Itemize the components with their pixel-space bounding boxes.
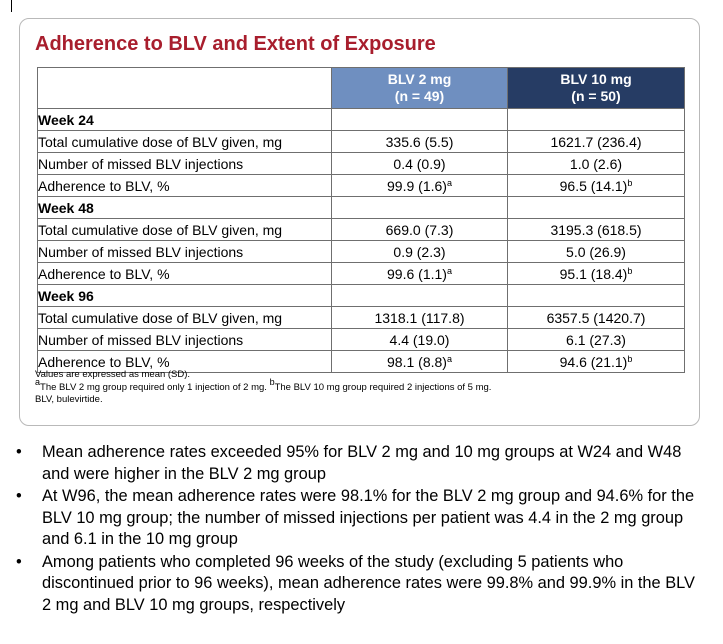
table-header-row: BLV 2 mg (n = 49) BLV 10 mg (n = 50) — [37, 67, 685, 109]
section-label: Week 24 — [37, 108, 332, 131]
section-row-week-48: Week 48 — [37, 196, 685, 219]
footnote-values-line: Values are expressed as mean (SD). — [35, 369, 191, 380]
footnote-marker-b: b — [627, 353, 633, 364]
value-blv-2mg: 4.4 (19.0) — [331, 328, 508, 351]
row-label: Adherence to BLV, % — [37, 350, 332, 373]
list-item: • Mean adherence rates exceeded 95% for B… — [16, 442, 706, 485]
table-row: Number of missed BLV injections 0.4 (0.9… — [37, 152, 685, 175]
value-blv-10mg: 1621.7 (236.4) — [507, 130, 685, 153]
section-label: Week 96 — [37, 284, 332, 307]
footnote-injections-line: aThe BLV 2 mg group required only 1 inje… — [35, 376, 492, 393]
footnote-abbreviation-line: BLV, bulevirtide. — [35, 394, 103, 405]
row-label: Total cumulative dose of BLV given, mg — [37, 306, 332, 329]
table-row: Adherence to BLV, % 99.6 (1.1)a 95.1 (18… — [37, 262, 685, 285]
footnote-marker-a: a — [446, 265, 452, 276]
list-item: • At W96, the mean adherence rates were 9… — [16, 486, 706, 551]
empty-cell — [331, 108, 508, 131]
table-row: Total cumulative dose of BLV given, mg 3… — [37, 130, 685, 153]
value-blv-10mg: 5.0 (26.9) — [507, 240, 685, 263]
column-header-line1: BLV 2 mg — [387, 71, 452, 87]
value-blv-10mg: 6357.5 (1420.7) — [507, 306, 685, 329]
section-row-week-24: Week 24 — [37, 108, 685, 131]
value-blv-10mg: 95.1 (18.4)b — [507, 262, 685, 285]
table-row: Number of missed BLV injections 4.4 (19.… — [37, 328, 685, 351]
column-header-blv-2mg: BLV 2 mg (n = 49) — [331, 67, 508, 109]
bullet-text: Among patients who completed 96 weeks of… — [42, 552, 695, 614]
value-blv-10mg: 96.5 (14.1)b — [507, 174, 685, 197]
section-label: Week 48 — [37, 196, 332, 219]
value-blv-2mg: 0.4 (0.9) — [331, 152, 508, 175]
value-blv-2mg: 99.9 (1.6)a — [331, 174, 508, 197]
value-blv-10mg: 6.1 (27.3) — [507, 328, 685, 351]
bullet-glyph: • — [16, 552, 22, 571]
table-row: Total cumulative dose of BLV given, mg 1… — [37, 306, 685, 329]
header-blank-cell — [37, 67, 332, 109]
summary-bullet-list: • Mean adherence rates exceeded 95% for B… — [16, 442, 706, 617]
table-row: Adherence to BLV, % 99.9 (1.6)a 96.5 (14… — [37, 174, 685, 197]
adherence-table: BLV 2 mg (n = 49) BLV 10 mg (n = 50) Wee… — [37, 67, 685, 373]
panel-title: Adherence to BLV and Extent of Exposure — [35, 33, 436, 55]
footnote-marker-a: a — [446, 353, 452, 364]
bullet-text: Mean adherence rates exceeded 95% for BL… — [42, 443, 682, 483]
row-label: Adherence to BLV, % — [37, 262, 332, 285]
row-label: Total cumulative dose of BLV given, mg — [37, 130, 332, 153]
table-row: Total cumulative dose of BLV given, mg 6… — [37, 218, 685, 241]
empty-cell — [507, 196, 685, 219]
value-blv-2mg: 99.6 (1.1)a — [331, 262, 508, 285]
value-blv-10mg: 1.0 (2.6) — [507, 152, 685, 175]
value-blv-2mg: 335.6 (5.5) — [331, 130, 508, 153]
column-header-blv-10mg: BLV 10 mg (n = 50) — [507, 67, 685, 109]
row-label: Total cumulative dose of BLV given, mg — [37, 218, 332, 241]
value-blv-10mg: 94.6 (21.1)b — [507, 350, 685, 373]
footnote-marker-b: b — [627, 265, 633, 276]
empty-cell — [331, 284, 508, 307]
table-footnotes: Values are expressed as mean (SD). aThe … — [35, 369, 491, 407]
column-header-line1: BLV 10 mg — [560, 71, 632, 87]
row-label: Number of missed BLV injections — [37, 240, 332, 263]
column-header-line2: (n = 50) — [571, 88, 621, 104]
footnote-marker-b: b — [627, 177, 633, 188]
adherence-panel: Adherence to BLV and Extent of Exposure … — [19, 18, 700, 426]
list-item: • Among patients who completed 96 weeks o… — [16, 552, 706, 617]
row-label: Number of missed BLV injections — [37, 152, 332, 175]
bullet-text: At W96, the mean adherence rates were 98… — [42, 487, 695, 548]
empty-cell — [507, 284, 685, 307]
top-edge-mark — [11, 0, 12, 12]
bullet-glyph: • — [16, 443, 22, 461]
column-header-line2: (n = 49) — [394, 88, 445, 104]
row-label: Number of missed BLV injections — [37, 328, 332, 351]
value-blv-2mg: 669.0 (7.3) — [331, 218, 508, 241]
row-label: Adherence to BLV, % — [37, 174, 332, 197]
table-row: Adherence to BLV, % 98.1 (8.8)a 94.6 (21… — [37, 350, 685, 373]
table-row: Number of missed BLV injections 0.9 (2.3… — [37, 240, 685, 263]
empty-cell — [331, 196, 508, 219]
bullet-glyph: • — [16, 487, 22, 505]
value-blv-10mg: 3195.3 (618.5) — [507, 218, 685, 241]
value-blv-2mg: 1318.1 (117.8) — [331, 306, 508, 329]
section-row-week-96: Week 96 — [37, 284, 685, 307]
empty-cell — [507, 108, 685, 131]
value-blv-2mg: 0.9 (2.3) — [331, 240, 508, 263]
footnote-marker-a: a — [446, 177, 452, 188]
